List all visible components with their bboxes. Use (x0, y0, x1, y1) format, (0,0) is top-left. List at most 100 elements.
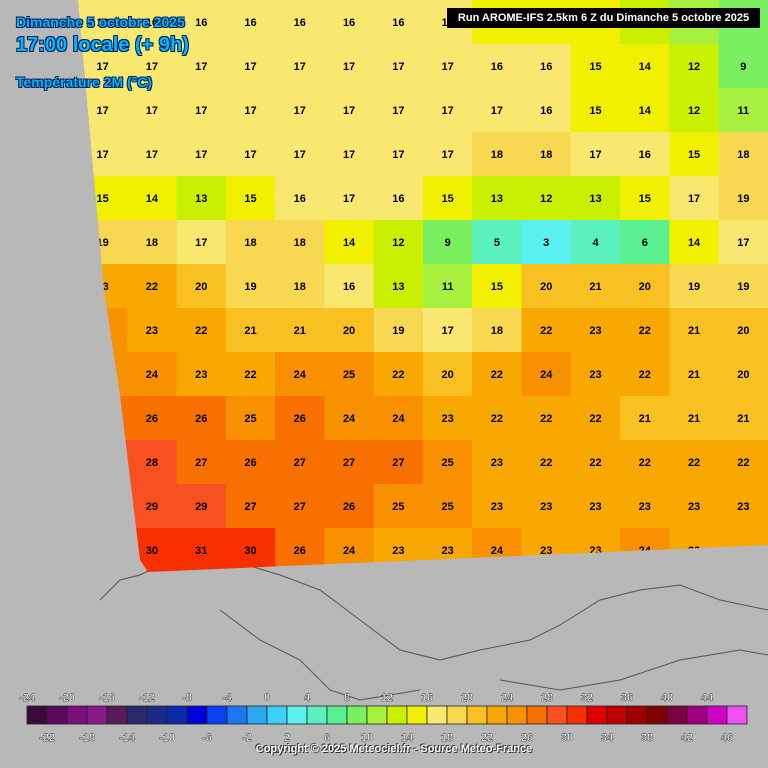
temperature-cell (718, 220, 768, 265)
legend-swatch (186, 705, 208, 725)
legend-swatch (386, 705, 408, 725)
temperature-value: 26 (146, 413, 158, 425)
temperature-cell (521, 352, 572, 397)
temperature-cell (127, 352, 178, 397)
temperature-cell (472, 44, 523, 89)
temperature-cell (373, 396, 424, 441)
temperature-cell (176, 264, 227, 309)
temperature-cell (570, 396, 621, 441)
temperature-value: 16 (392, 193, 404, 205)
temperature-value: 22 (688, 457, 700, 469)
temperature-cell (570, 484, 621, 529)
legend-swatch (366, 705, 388, 725)
temperature-value: 17 (244, 105, 256, 117)
temperature-value: 28 (146, 457, 158, 469)
temperature-value: 12 (392, 237, 404, 249)
temperature-cell (521, 88, 572, 133)
legend-label: 38 (641, 732, 653, 744)
temperature-value: 16 (244, 17, 256, 29)
temperature-cell (620, 484, 670, 529)
legend-label: -8 (182, 692, 192, 704)
temperature-value: 17 (688, 193, 700, 205)
temperature-value: 23 (540, 501, 552, 513)
legend-swatch (706, 705, 728, 725)
temperature-cell (78, 44, 128, 89)
temperature-value: 16 (97, 17, 109, 29)
temperature-value: 23 (146, 325, 158, 337)
legend-swatch (606, 705, 628, 725)
temperature-cell (275, 44, 325, 89)
temperature-value: 22 (737, 457, 749, 469)
legend-label: -14 (119, 732, 136, 744)
temperature-value: 19 (244, 281, 256, 293)
temperature-value: 21 (244, 325, 256, 337)
temperature-cell (669, 176, 720, 221)
temperature-value: 19 (688, 281, 700, 293)
temperature-cell (423, 44, 473, 89)
legend-label: -22 (39, 732, 55, 744)
temperature-value: 17 (195, 237, 207, 249)
temperature-cell (78, 484, 128, 529)
temperature-value: 22 (195, 325, 207, 337)
temperature-value: 16 (343, 17, 355, 29)
temperature-cell (521, 132, 572, 177)
temperature-value: 15 (491, 281, 503, 293)
temperature-value: 17 (97, 105, 109, 117)
temperature-cell (225, 220, 276, 265)
temperature-value: 30 (146, 545, 158, 557)
temperature-value: 25 (442, 501, 454, 513)
temperature-value: 14 (146, 193, 159, 205)
legend-label: 18 (441, 732, 453, 744)
temperature-value: 17 (442, 105, 454, 117)
legend-label: 40 (661, 692, 673, 704)
legend-label: 24 (501, 692, 514, 704)
temperature-value: 23 (589, 501, 601, 513)
legend-swatch (466, 705, 488, 725)
temperature-value: 17 (294, 105, 306, 117)
temperature-cell (718, 396, 768, 441)
temperature-cell (718, 88, 768, 133)
temperature-value: 17 (195, 149, 207, 161)
temperature-cell (373, 44, 424, 89)
temperature-value: 22 (589, 413, 601, 425)
temperature-value: 16 (294, 193, 306, 205)
temperature-cell (373, 0, 424, 45)
temperature-value: 17 (442, 61, 454, 73)
temperature-cell (620, 88, 670, 133)
temperature-cell (176, 88, 227, 133)
temperature-value: 29 (97, 545, 109, 557)
temperature-cell (127, 484, 178, 529)
temperature-cell (275, 88, 325, 133)
temperature-value: 28 (97, 457, 109, 469)
temperature-cell (373, 308, 424, 353)
temperature-cell (324, 396, 375, 441)
temperature-value: 15 (688, 149, 700, 161)
temperature-cell (275, 352, 325, 397)
temperature-value: 18 (540, 149, 552, 161)
temperature-value: 26 (294, 545, 306, 557)
temperature-value: 13 (491, 193, 503, 205)
temperature-cell (423, 176, 473, 221)
temperature-cell (176, 0, 227, 45)
legend-label: 26 (521, 732, 533, 744)
temperature-cell (324, 352, 375, 397)
temperature-cell (570, 264, 621, 309)
temperature-cell (620, 220, 670, 265)
legend-swatch (106, 705, 128, 725)
temperature-value: 17 (589, 149, 601, 161)
temperature-cell (127, 44, 178, 89)
temperature-cell (324, 308, 375, 353)
temperature-cell (275, 176, 325, 221)
temperature-value: 17 (195, 61, 207, 73)
temperature-cell (127, 88, 178, 133)
temperature-value: 23 (589, 369, 601, 381)
temperature-value: 24 (294, 369, 307, 381)
temperature-value: 9 (445, 237, 451, 249)
temperature-value: 17 (392, 61, 404, 73)
temperature-value: 17 (392, 105, 404, 117)
temperature-value: 9 (740, 61, 746, 73)
temperature-value: 16 (146, 17, 158, 29)
temperature-value: 24 (97, 325, 110, 337)
temperature-value: 23 (442, 413, 454, 425)
